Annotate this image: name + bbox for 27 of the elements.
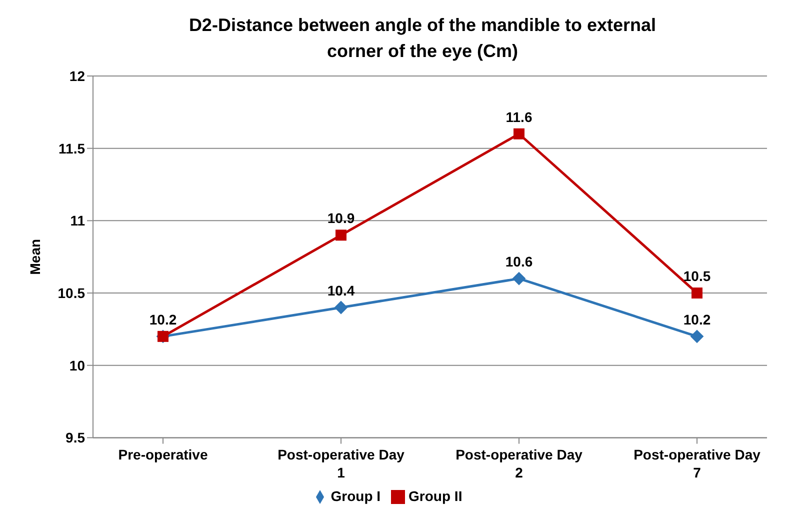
- point: [692, 288, 702, 299]
- y-tick-label: 9.5: [66, 430, 86, 446]
- data-label: 10.2: [149, 311, 177, 328]
- point: [514, 128, 524, 140]
- x-tick-label: Pre-operative: [118, 446, 208, 463]
- point: [690, 330, 704, 343]
- point: [334, 300, 348, 314]
- y-tick-label: 11: [70, 212, 86, 229]
- y-tick-label: 10.5: [58, 284, 86, 301]
- legend-label: Group I: [330, 488, 381, 504]
- x-tick-label: Post-operative Day 2: [456, 446, 583, 481]
- point: [336, 230, 346, 241]
- y-tick-label: 10: [69, 357, 86, 374]
- data-label: 10.9: [327, 210, 355, 226]
- data-label: 10.4: [327, 282, 355, 298]
- x-tick-label: Post-operative Day 1: [278, 446, 405, 481]
- y-tick-label: 12: [69, 68, 86, 84]
- legend-label: Group II: [408, 488, 462, 504]
- y-axis-title: Mean: [26, 238, 43, 275]
- y-tick-label: 11.5: [58, 140, 86, 156]
- data-label: 10.5: [683, 268, 711, 284]
- x-tick-label: Post-operative Day 7: [634, 446, 761, 481]
- point: [512, 272, 526, 286]
- data-label: 10.2: [683, 311, 711, 328]
- chart-title: D2-Distance between angle of the mandible to external corner of the eye (Cm): [188, 14, 658, 63]
- data-label: 10.6: [505, 254, 533, 270]
- data-label: 11.6: [506, 108, 532, 125]
